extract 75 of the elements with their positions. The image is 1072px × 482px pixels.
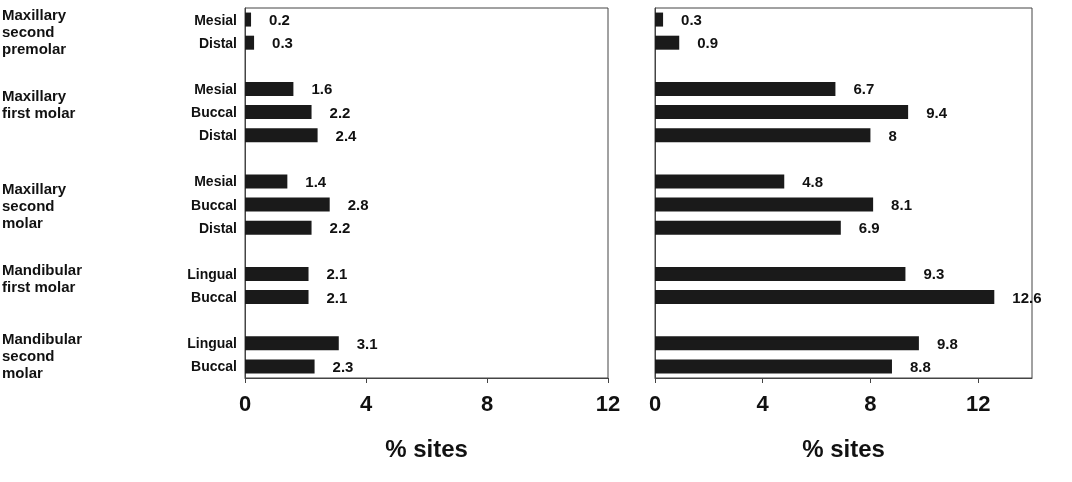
bar: [245, 105, 312, 120]
y-tick-label: Distal: [198, 219, 237, 236]
text: Mandibular second molar: [2, 329, 87, 381]
bar: [245, 128, 318, 143]
data-label: 6.7: [853, 80, 875, 98]
bar: [245, 359, 315, 374]
y-tick-label: Lingual: [187, 265, 237, 282]
text: Maxillary first molar: [2, 87, 76, 122]
data-label: 2.3: [332, 357, 354, 375]
bar: [655, 12, 664, 27]
bar: [245, 197, 330, 212]
y-tick-label: Buccal: [191, 289, 237, 306]
y-tick-label: Buccal: [191, 104, 237, 121]
bar: [655, 359, 892, 374]
x-tick-label: 4: [756, 390, 770, 416]
y-tick-label: Distal: [198, 34, 237, 51]
data-label: 9.3: [923, 265, 945, 283]
data-label: 0.9: [697, 34, 719, 52]
bar: [245, 266, 309, 281]
y-tick-label: Buccal: [191, 196, 237, 213]
bar: [245, 35, 255, 50]
x-axis-title: % sites: [802, 434, 885, 462]
data-label: 9.8: [936, 334, 958, 352]
bar: [245, 81, 294, 96]
x-tick-label: 8: [480, 390, 494, 416]
bar: [655, 336, 919, 351]
y-tick-label: Buccal: [191, 358, 237, 375]
x-tick-label: 12: [595, 390, 621, 416]
text: Mandibular first molar: [2, 260, 87, 295]
x-tick-label: 12: [965, 390, 991, 416]
x-tick-label: 4: [359, 390, 373, 416]
data-label: 12.6: [1012, 288, 1042, 306]
data-label: 1.6: [311, 80, 333, 98]
y-tick-label: Lingual: [187, 335, 237, 352]
bar: [245, 336, 339, 351]
y-tick-label: Mesial: [194, 173, 237, 190]
bar: [655, 81, 836, 96]
data-label: 2.2: [329, 103, 351, 121]
bar: [655, 266, 906, 281]
y-tick-label: Distal: [198, 127, 237, 144]
data-label: 3.1: [356, 334, 378, 352]
bar: [655, 174, 785, 189]
bar: [245, 220, 312, 235]
x-tick-label: 0: [648, 390, 662, 416]
text: Maxillary second premolar: [2, 6, 71, 58]
data-label: 8: [888, 126, 897, 144]
y-tick-label: Mesial: [194, 11, 237, 28]
x-tick-label: 8: [864, 390, 877, 416]
data-label: 2.8: [347, 196, 369, 214]
bar: [245, 174, 288, 189]
data-label: 0.3: [681, 11, 702, 29]
data-label: 9.4: [926, 103, 948, 121]
data-label: 8.1: [891, 196, 912, 214]
bar: [655, 290, 995, 305]
data-label: 2.1: [326, 265, 348, 283]
data-label: 6.9: [858, 219, 880, 237]
data-label: 8.8: [909, 357, 931, 375]
bar: [245, 12, 252, 27]
data-label: 2.1: [326, 288, 348, 306]
y-tick-label: Mesial: [194, 80, 237, 97]
data-label: 0.3: [272, 34, 293, 52]
x-axis-title: % sites: [385, 434, 468, 462]
bar: [655, 35, 680, 50]
data-label: 0.2: [269, 11, 290, 29]
data-label: 4.8: [802, 172, 824, 190]
bar: [655, 128, 871, 143]
data-label: 1.4: [305, 172, 327, 190]
data-label: 2.4: [335, 126, 358, 144]
bar: [655, 220, 841, 235]
bar: [655, 105, 909, 120]
x-tick-label: 0: [238, 390, 252, 416]
text: Maxillary second molar: [2, 179, 71, 231]
data-label: 2.2: [329, 219, 351, 237]
bar: [655, 197, 874, 212]
bar: [245, 290, 309, 305]
